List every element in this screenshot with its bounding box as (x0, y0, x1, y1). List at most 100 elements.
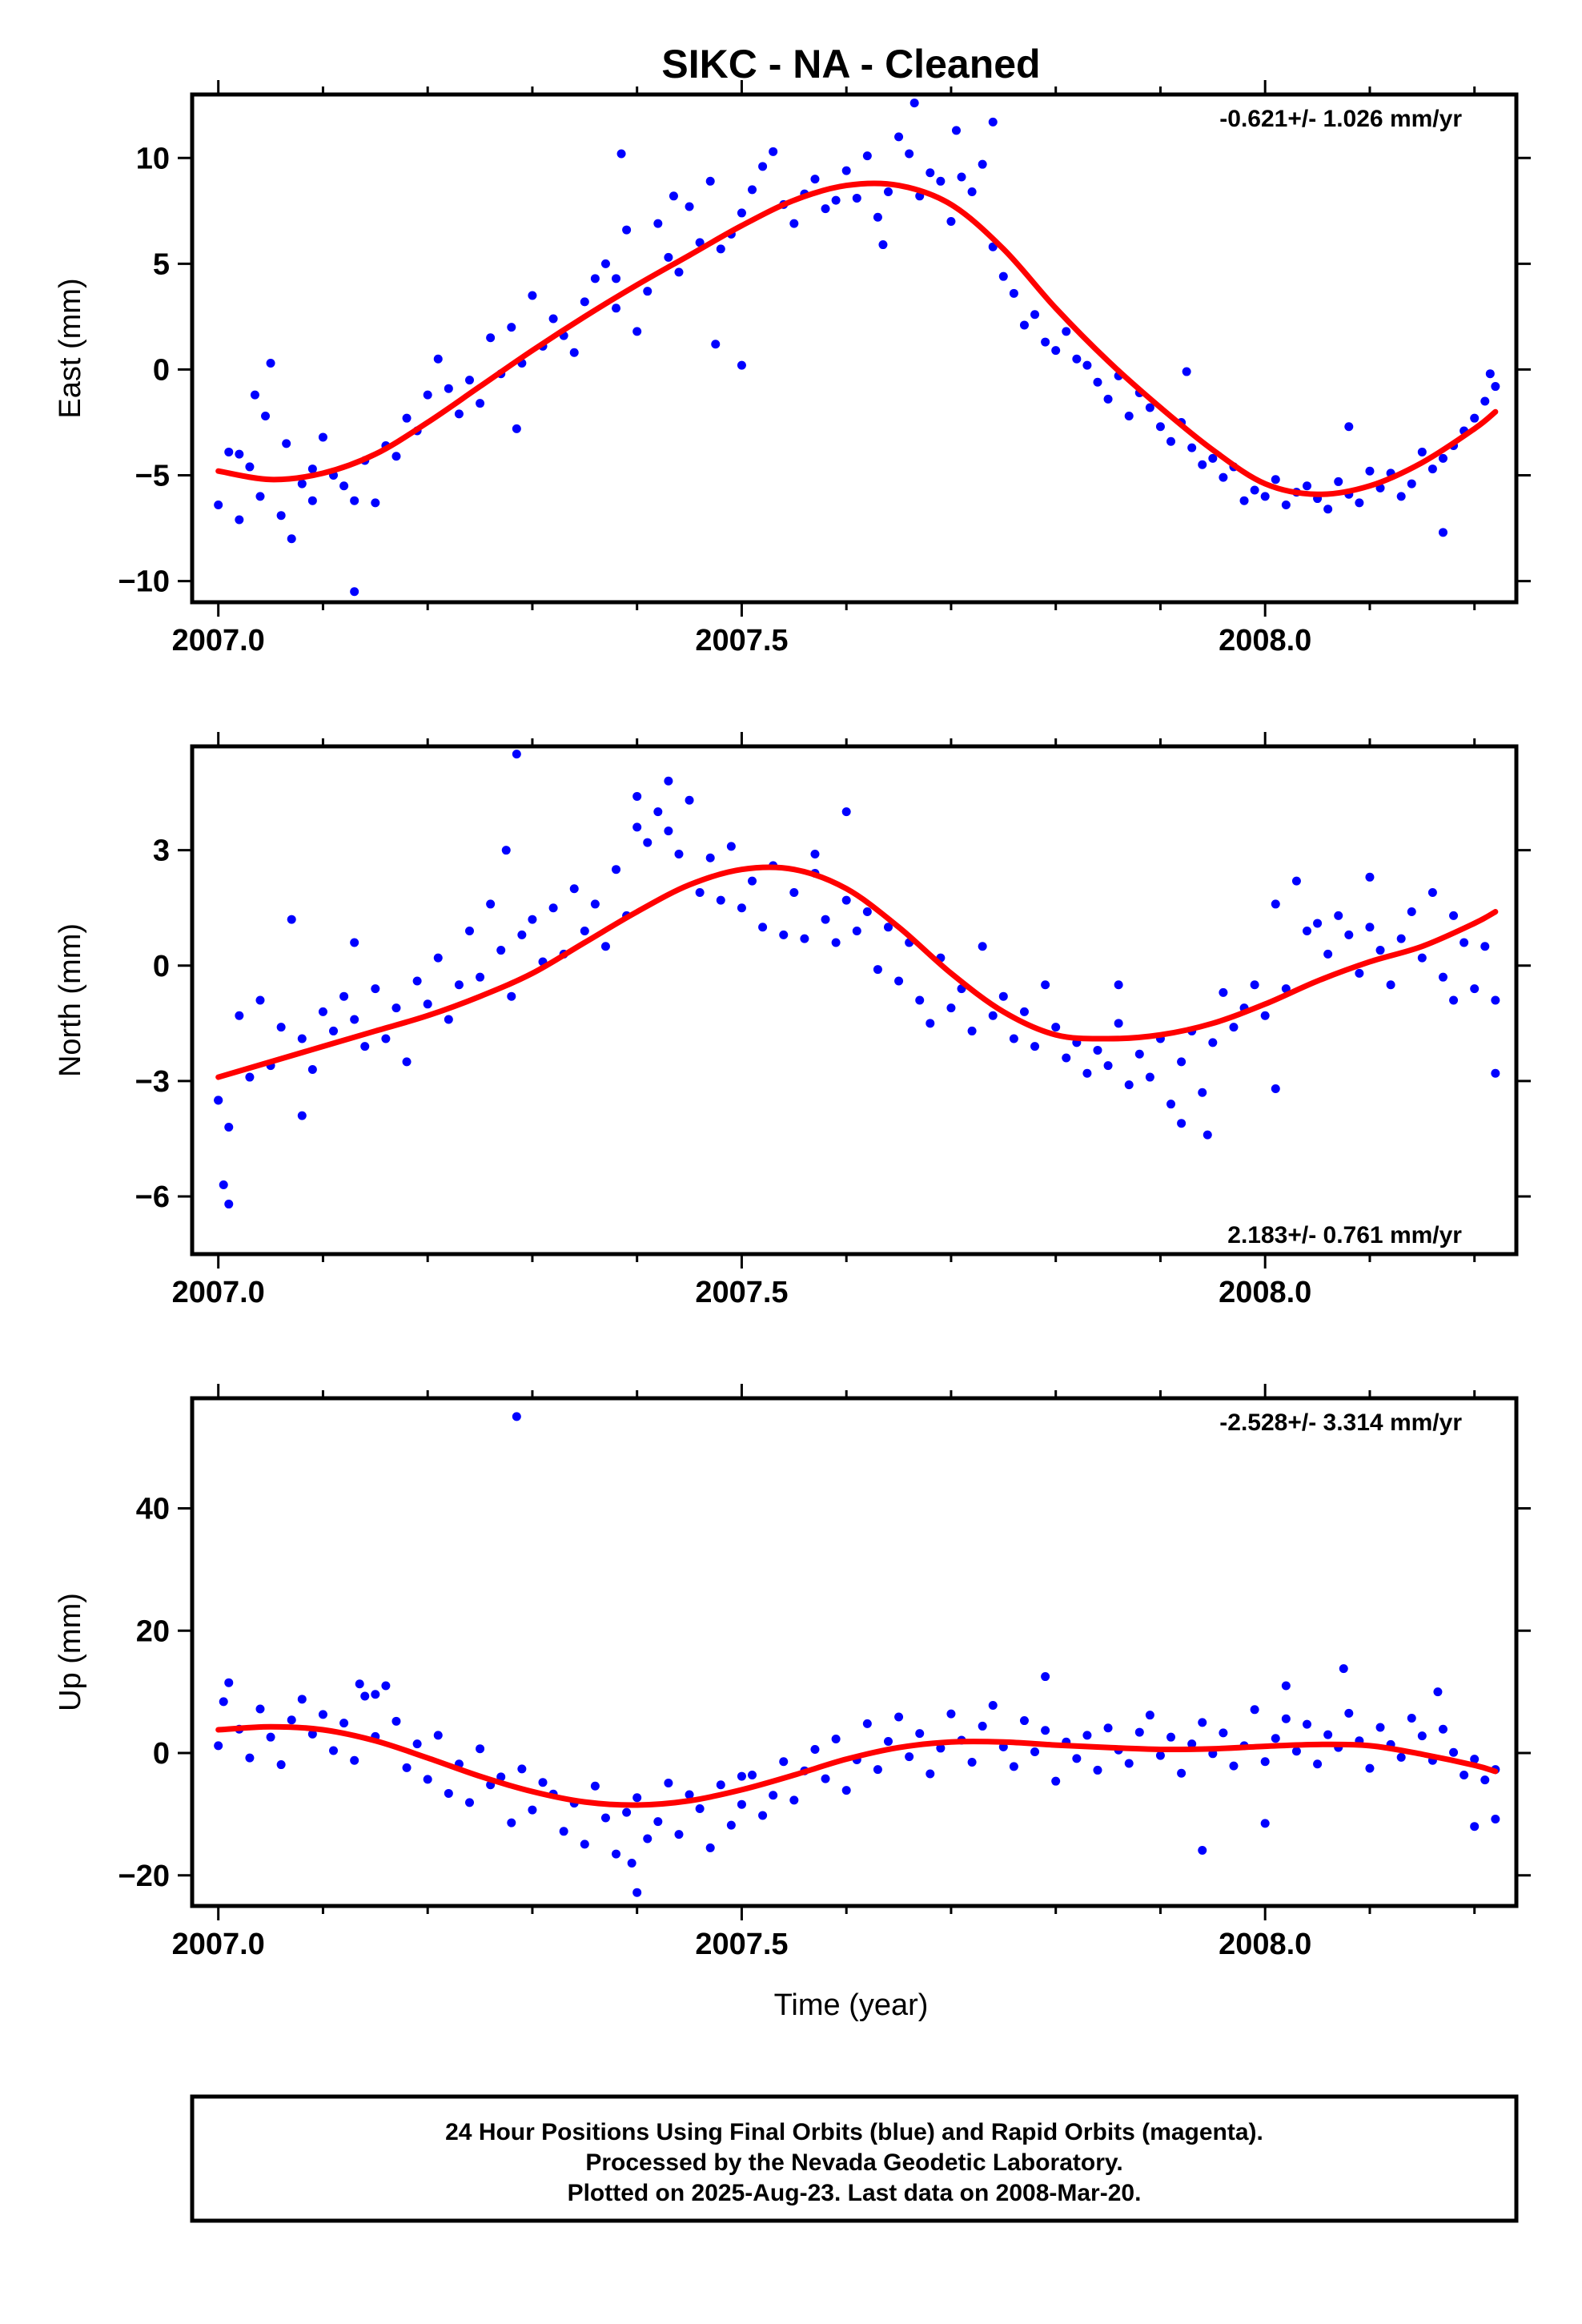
data-point (1396, 1752, 1406, 1762)
data-point (214, 1741, 223, 1751)
data-point (1433, 1687, 1443, 1697)
y-tick-label-up: 20 (136, 1614, 170, 1648)
data-point (507, 991, 516, 1001)
data-point (705, 1843, 715, 1852)
data-point (548, 903, 558, 913)
y-tick-label-north: −3 (135, 1065, 170, 1099)
data-point (1093, 377, 1102, 387)
data-point (664, 776, 673, 786)
data-point (235, 1011, 244, 1020)
data-point (266, 1732, 275, 1742)
y-tick-label-east: −10 (118, 565, 170, 599)
data-point (1203, 1130, 1212, 1140)
data-point (1449, 1747, 1459, 1757)
data-point (894, 976, 904, 986)
data-point (737, 1771, 746, 1781)
data-point (214, 500, 223, 509)
fit-group-up (215, 1723, 1499, 1808)
data-point (1396, 934, 1406, 943)
data-point (297, 1111, 307, 1120)
data-point (1166, 1100, 1176, 1109)
data-point (1155, 422, 1165, 432)
data-point (1082, 360, 1092, 370)
data-point (998, 271, 1008, 281)
fit-curve-up (215, 1723, 1499, 1808)
x-axis-label: Time (year) (774, 1988, 929, 2022)
data-point (1491, 1068, 1500, 1078)
data-point (1041, 337, 1050, 347)
data-point (1072, 354, 1082, 364)
data-point (224, 1678, 234, 1687)
data-point (297, 1695, 307, 1704)
data-point (737, 208, 746, 218)
data-point (1103, 1061, 1113, 1071)
data-point (1386, 980, 1395, 990)
y-tick-label-east: 5 (153, 247, 170, 281)
data-point (1339, 1664, 1348, 1674)
data-point (1355, 968, 1364, 978)
data-point (1323, 1730, 1333, 1739)
y-axis-label-up: Up (mm) (54, 1593, 87, 1711)
data-point (831, 195, 841, 205)
data-point (433, 953, 443, 963)
data-point (1177, 1768, 1186, 1778)
y-tick-label-north: 3 (153, 834, 170, 868)
data-point (1407, 479, 1416, 489)
data-point (1208, 453, 1218, 463)
data-point (978, 159, 987, 169)
x-tick-label-north: 2007.5 (695, 1276, 788, 1309)
data-point (454, 980, 464, 990)
data-point (1134, 1049, 1144, 1059)
data-point (1375, 1723, 1385, 1732)
data-point (789, 888, 799, 898)
data-point (214, 1096, 223, 1105)
data-point (1124, 1759, 1134, 1768)
data-point (821, 1774, 830, 1783)
data-point (926, 1769, 935, 1779)
data-point (559, 1827, 568, 1836)
data-point (433, 1731, 443, 1740)
data-point (1041, 980, 1050, 990)
y-tick-label-east: 0 (153, 353, 170, 387)
data-point (360, 1691, 370, 1701)
data-point (245, 1072, 255, 1082)
data-point (528, 915, 537, 924)
data-point (339, 991, 349, 1001)
data-point (1114, 980, 1123, 990)
data-point (391, 1716, 401, 1726)
data-point (758, 923, 768, 932)
data-point (1250, 980, 1259, 990)
y-tick-label-east: −5 (135, 460, 170, 493)
data-point (622, 1807, 632, 1817)
data-point (841, 807, 851, 817)
data-point (1365, 466, 1375, 476)
data-point (894, 1712, 904, 1722)
data-point (821, 204, 830, 214)
data-point (1219, 987, 1228, 997)
data-point (915, 995, 925, 1005)
data-point (1009, 1762, 1018, 1771)
footer-line-1: 24 Hour Positions Using Final Orbits (bl… (445, 2119, 1263, 2145)
data-point (988, 1011, 998, 1020)
data-point (946, 1709, 956, 1719)
data-point (643, 838, 652, 847)
data-point (1019, 320, 1029, 330)
data-point (748, 876, 757, 886)
data-point (444, 384, 453, 393)
data-point (255, 492, 265, 501)
data-point (748, 185, 757, 195)
data-point (512, 424, 521, 433)
data-point (643, 1834, 652, 1844)
data-point (307, 1064, 317, 1074)
data-point (423, 1775, 432, 1784)
data-point (1281, 1681, 1291, 1691)
data-point (1344, 422, 1354, 432)
data-point (669, 191, 678, 201)
data-point (245, 462, 255, 472)
data-point (674, 1830, 684, 1839)
data-point (423, 999, 432, 1009)
data-point (632, 1793, 642, 1803)
y-axis-label-north: North (mm) (54, 923, 87, 1077)
data-point (632, 327, 642, 336)
data-point (1417, 953, 1427, 963)
